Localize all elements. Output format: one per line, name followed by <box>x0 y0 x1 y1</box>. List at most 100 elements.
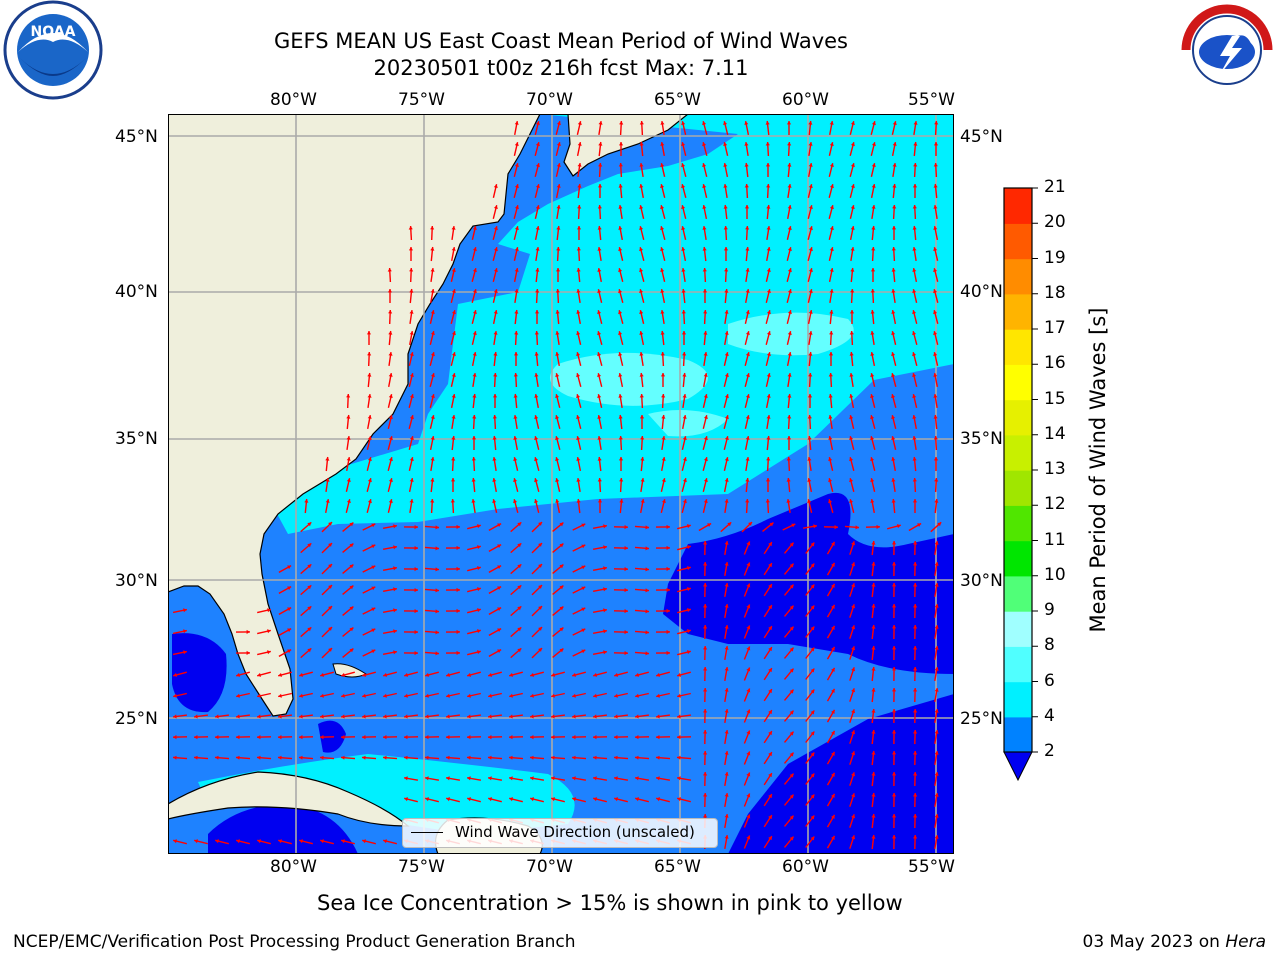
wind-arrow-head <box>603 545 607 550</box>
wind-arrow-head <box>456 524 460 529</box>
wind-arrow-head <box>871 709 876 713</box>
wind-arrow-head <box>746 625 751 630</box>
wind-arrow-head <box>745 226 750 230</box>
wind-arrow-head <box>559 543 564 548</box>
wind-arrow-head <box>341 693 345 698</box>
wind-arrow-head <box>514 310 519 314</box>
wind-arrow-head <box>682 499 687 504</box>
wind-arrow-head <box>682 415 687 419</box>
wind-arrow-head <box>660 226 665 231</box>
wind-arrow-head <box>493 226 498 231</box>
wind-arrow-head <box>556 184 561 188</box>
wind-arrow-head <box>789 836 794 841</box>
wind-arrow-head <box>320 755 324 760</box>
wind-arrow-head <box>891 226 897 230</box>
wind-arrow-head <box>555 310 560 314</box>
wind-arrow-head <box>534 499 539 503</box>
wind-arrow-head <box>635 735 639 740</box>
wind-arrow-head <box>367 394 372 398</box>
wind-arrow-head <box>787 394 792 398</box>
wind-arrow-head <box>367 436 372 440</box>
wind-arrow-head <box>913 667 918 671</box>
wind-arrow-head <box>912 205 917 209</box>
wind-arrow-head <box>768 668 772 673</box>
wind-arrow-head <box>639 331 644 335</box>
wind-arrow-head <box>425 693 429 698</box>
wind-arrow-head <box>789 752 794 757</box>
wind-arrow-head <box>829 247 834 251</box>
wind-arrow-head <box>686 587 691 592</box>
wind-arrow-head <box>624 546 628 551</box>
wind-arrow-head <box>555 394 560 398</box>
wind-arrow-head <box>639 373 644 377</box>
wind-arrow-head <box>913 688 918 692</box>
wind-arrow-head <box>851 793 856 798</box>
wind-arrow-head <box>472 373 477 377</box>
wind-arrow-head <box>477 566 481 571</box>
wind-arrow-head <box>430 415 435 419</box>
wind-arrow-head <box>724 352 729 356</box>
wind-arrow-head <box>572 672 577 677</box>
wind-arrow-head <box>891 457 896 461</box>
lat-tick-right: 45°N <box>960 127 1003 147</box>
wind-arrow-head <box>530 797 534 802</box>
wind-arrow-head <box>581 628 586 633</box>
wind-arrow-head <box>173 735 177 740</box>
wind-arrow-head <box>430 268 435 272</box>
wind-arrow-head <box>624 588 628 593</box>
wind-arrow-head <box>215 755 219 760</box>
wind-arrow-head <box>723 247 729 251</box>
wind-arrow-head <box>341 714 345 719</box>
wind-arrow-head <box>451 268 456 272</box>
wind-arrow-head <box>789 710 794 715</box>
wind-arrow-head <box>388 331 393 335</box>
wind-arrow-head <box>404 714 408 719</box>
wind-arrow-head <box>257 693 261 698</box>
wind-arrow-head <box>320 714 324 719</box>
wind-arrow-head <box>581 523 586 528</box>
lat-tick-right: 30°N <box>960 571 1003 591</box>
wind-arrow-head <box>681 121 686 125</box>
wind-arrow-head <box>660 289 665 293</box>
wind-arrow-head <box>538 648 542 652</box>
wind-arrow-head <box>677 714 681 719</box>
wind-arrow-head <box>467 735 471 740</box>
wind-arrow-head <box>766 394 771 398</box>
wind-arrow-head <box>430 373 435 378</box>
wind-arrow-head <box>849 310 855 314</box>
colorbar-segment <box>1004 223 1032 260</box>
colorbar-tick-label: 20 <box>1044 212 1066 233</box>
wind-arrow-head <box>446 672 451 677</box>
wind-arrow-head <box>892 646 897 650</box>
wind-arrow-head <box>892 751 897 755</box>
wind-arrow-head <box>639 289 644 293</box>
lon-tick-bottom: 80°W <box>270 857 317 877</box>
wind-arrow-head <box>517 543 522 548</box>
wind-arrow-head <box>810 731 815 736</box>
lon-tick-top: 75°W <box>398 90 445 110</box>
wind-arrow-head <box>871 226 876 230</box>
wind-arrow-head <box>808 226 813 231</box>
wind-arrow-head <box>409 415 414 420</box>
wind-arrow-head <box>497 607 502 611</box>
wind-arrow-head <box>724 331 729 335</box>
wind-arrow-head <box>325 478 330 482</box>
wind-arrow-head <box>723 121 728 125</box>
wind-arrow-head <box>639 226 644 230</box>
wind-arrow-head <box>366 331 371 335</box>
wind-arrow-head <box>430 457 435 461</box>
wind-arrow-head <box>393 629 397 634</box>
wind-arrow-head <box>724 751 729 755</box>
wind-arrow-head <box>409 499 414 503</box>
wind-arrow-head <box>724 562 729 566</box>
wind-arrow-head <box>810 836 815 841</box>
wind-arrow-head <box>789 689 794 694</box>
wind-arrow-head <box>597 499 603 503</box>
wind-arrow-head <box>892 163 897 167</box>
wind-arrow-head <box>493 373 498 377</box>
wind-arrow-head <box>724 499 729 503</box>
wind-arrow-head <box>786 478 791 482</box>
wind-arrow-head <box>597 289 602 293</box>
wind-arrow-head <box>618 373 623 377</box>
wind-arrow-head <box>703 394 708 398</box>
